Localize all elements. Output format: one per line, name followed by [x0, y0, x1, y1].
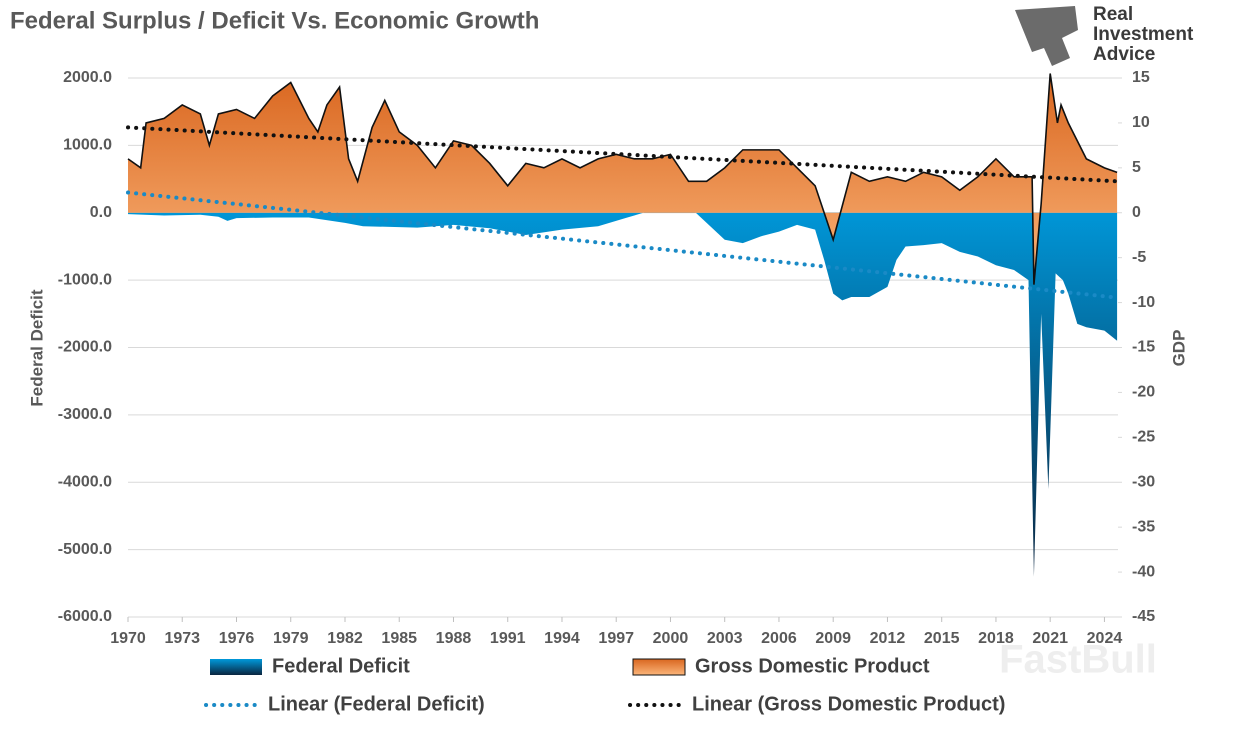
y-tick-label: -1000.0	[58, 271, 112, 288]
brand-logo: Real Investment Advice	[1015, 4, 1194, 66]
x-tick-label: 1979	[273, 630, 309, 647]
x-tick-label: 2024	[1087, 630, 1123, 647]
y-tick-label: -6000.0	[58, 608, 112, 625]
legend-label: Linear (Gross Domestic Product)	[692, 693, 1005, 715]
legend-swatch	[210, 659, 262, 675]
y-tick-label: -3000.0	[58, 406, 112, 423]
y2-tick-label: -25	[1132, 429, 1155, 446]
y2-tick-label: 5	[1132, 159, 1141, 176]
trendline	[126, 125, 1120, 184]
y-tick-label: 2000.0	[63, 69, 112, 86]
y-tick-label: -2000.0	[58, 339, 112, 356]
x-tick-label: 2009	[815, 630, 851, 647]
y2-tick-label: -30	[1132, 473, 1155, 490]
x-tick-label: 1991	[490, 630, 526, 647]
chart-title: Federal Surplus / Deficit Vs. Economic G…	[10, 7, 539, 34]
y-axis-label: Federal Deficit	[27, 289, 46, 406]
y2-tick-label: -20	[1132, 384, 1155, 401]
x-tick-label: 2012	[870, 630, 906, 647]
brand-text: Advice	[1093, 44, 1155, 65]
x-tick-label: 2018	[978, 630, 1014, 647]
brand-text: Real	[1093, 4, 1133, 25]
x-tick-label: 1973	[164, 630, 200, 647]
x-tick-label: 2006	[761, 630, 797, 647]
x-tick-label: 1970	[110, 630, 146, 647]
y2-tick-label: -10	[1132, 294, 1155, 311]
legend-label: Linear (Federal Deficit)	[268, 693, 485, 715]
x-tick-label: 2015	[924, 630, 960, 647]
legend-swatch	[632, 658, 686, 676]
x-tick-label: 1997	[598, 630, 634, 647]
x-tick-label: 1976	[219, 630, 255, 647]
y2-tick-label: -5	[1132, 249, 1146, 266]
legend-label: Gross Domestic Product	[695, 655, 930, 677]
y2-tick-label: 0	[1132, 204, 1141, 221]
legend-label: Federal Deficit	[272, 655, 410, 677]
y-tick-label: -5000.0	[58, 541, 112, 558]
y-tick-label: -4000.0	[58, 473, 112, 490]
y2-tick-label: -45	[1132, 608, 1155, 625]
x-tick-label: 1994	[544, 630, 580, 647]
y2-tick-label: 15	[1132, 69, 1150, 86]
y2-axis-label: GDP	[1169, 330, 1188, 367]
x-tick-label: 2021	[1032, 630, 1068, 647]
x-tick-label: 2000	[653, 630, 689, 647]
y2-tick-label: -40	[1132, 563, 1155, 580]
area	[128, 73, 1118, 285]
x-tick-label: 1982	[327, 630, 363, 647]
y2-tick-label: -15	[1132, 339, 1155, 356]
brand-text: Investment	[1093, 24, 1194, 45]
y-tick-label: 1000.0	[63, 137, 112, 154]
x-tick-label: 2003	[707, 630, 743, 647]
y2-tick-label: -35	[1132, 518, 1155, 535]
area	[128, 202, 1118, 577]
logo-eagle	[1015, 6, 1078, 66]
y2-tick-label: 10	[1132, 114, 1150, 131]
y-tick-label: 0.0	[90, 204, 112, 221]
watermark: FastBull	[999, 638, 1157, 682]
x-tick-label: 1985	[381, 630, 417, 647]
x-tick-label: 1988	[436, 630, 472, 647]
